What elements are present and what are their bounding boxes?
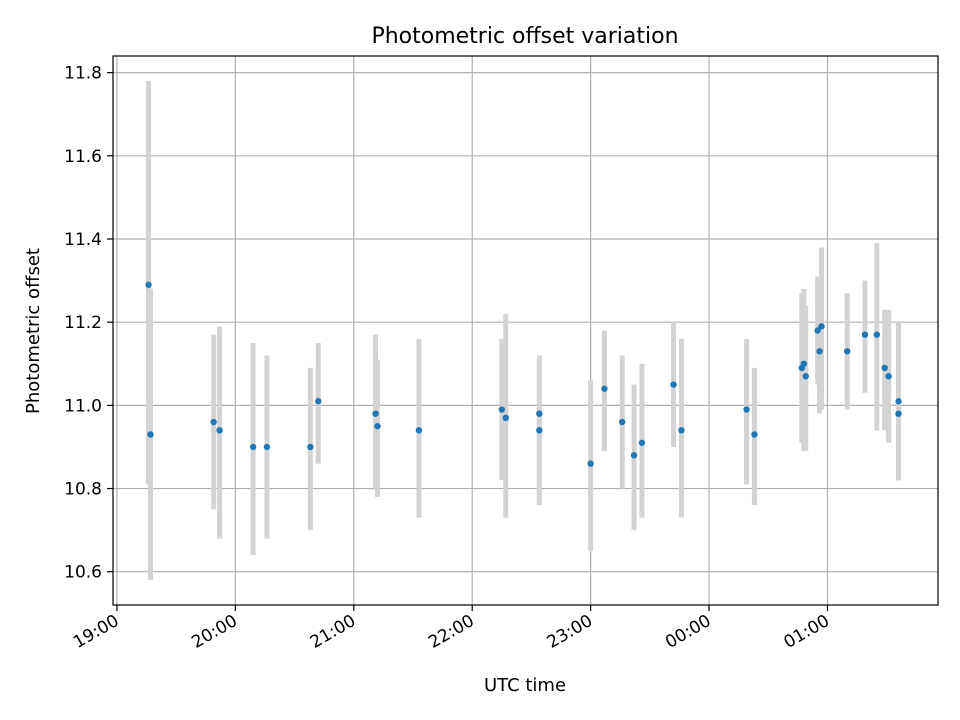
y-tick-label: 11.2	[64, 313, 102, 333]
data-point	[307, 443, 314, 451]
data-point	[802, 373, 809, 380]
data-point	[502, 414, 509, 422]
data-point	[678, 427, 685, 434]
data-point	[873, 331, 881, 338]
data-point	[630, 452, 638, 459]
y-tick-label: 11.6	[64, 147, 102, 167]
x-axis-label: UTC time	[484, 675, 566, 696]
y-tick-label: 11.8	[64, 64, 102, 84]
data-point	[800, 360, 807, 367]
data-point	[374, 422, 381, 430]
y-tick-label: 11.4	[64, 230, 102, 250]
data-point	[885, 373, 892, 380]
data-point	[147, 431, 154, 438]
data-point	[638, 439, 646, 446]
data-point	[861, 331, 869, 338]
data-point	[263, 443, 271, 451]
data-point	[536, 410, 543, 417]
data-point	[216, 427, 223, 434]
data-point	[249, 443, 257, 451]
data-point	[818, 323, 825, 330]
data-point-layer	[145, 281, 902, 467]
data-point	[895, 398, 902, 405]
data-point	[814, 327, 821, 334]
data-point	[601, 385, 608, 392]
data-point	[619, 418, 626, 426]
plot-frame	[112, 55, 939, 606]
data-point	[670, 381, 677, 388]
data-point	[210, 418, 217, 426]
data-point	[895, 410, 902, 417]
data-point	[372, 410, 379, 417]
data-point	[536, 427, 543, 434]
data-point	[816, 348, 823, 355]
data-point	[587, 460, 594, 467]
data-point	[315, 398, 322, 405]
chart-title: Photometric offset variation	[371, 24, 678, 49]
y-axis-label: Photometric offset	[23, 248, 44, 414]
y-tick-label: 10.8	[64, 480, 102, 500]
data-point	[881, 364, 888, 372]
data-point	[498, 406, 506, 413]
data-point	[415, 427, 423, 434]
data-point	[145, 281, 152, 288]
y-tick-label: 10.6	[64, 563, 102, 583]
data-point	[751, 431, 758, 438]
data-point	[844, 348, 851, 355]
grid-layer	[113, 56, 938, 605]
y-tick-label: 11.0	[64, 396, 102, 416]
data-point	[743, 406, 750, 413]
